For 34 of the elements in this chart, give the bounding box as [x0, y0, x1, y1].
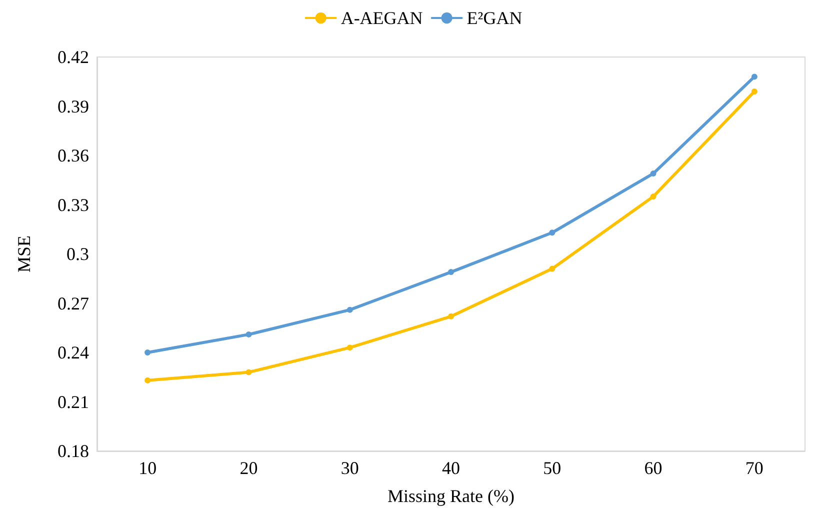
x-axis-title: Missing Rate (%)	[388, 486, 514, 506]
point	[448, 313, 454, 320]
x-tick-label: 70	[745, 458, 764, 478]
x-tick-label: 60	[644, 458, 662, 478]
x-tick-label: 40	[442, 458, 460, 478]
y-tick-label: 0.42	[58, 47, 89, 67]
y-tick-label: 0.18	[58, 441, 89, 461]
y-tick-label: 0.27	[58, 293, 89, 314]
point	[549, 230, 556, 236]
point	[650, 170, 656, 177]
legend-label: E²GAN	[466, 8, 522, 28]
point	[144, 377, 151, 384]
point	[650, 194, 656, 200]
point	[549, 266, 556, 272]
y-tick-label: 0.21	[58, 392, 89, 412]
point	[751, 74, 758, 80]
y-tick-label: 0.36	[58, 146, 89, 166]
point	[346, 344, 353, 351]
y-tick-label: 0.24	[58, 342, 89, 362]
y-tick-label: 0.39	[58, 96, 89, 116]
x-tick-label: 30	[340, 458, 359, 478]
point	[448, 269, 454, 276]
point	[246, 331, 252, 338]
point	[751, 88, 758, 94]
x-tick-label: 20	[240, 458, 258, 478]
legend-label: A-AEGAN	[340, 8, 423, 28]
point	[246, 369, 252, 376]
y-tick-label: 0.3	[66, 244, 89, 264]
y-tick-label: 0.33	[58, 194, 89, 215]
y-axis-title: MSE	[14, 235, 34, 273]
point	[144, 350, 151, 356]
x-tick-label: 50	[543, 458, 562, 478]
x-tick-label: 10	[138, 458, 157, 478]
point	[346, 306, 353, 313]
